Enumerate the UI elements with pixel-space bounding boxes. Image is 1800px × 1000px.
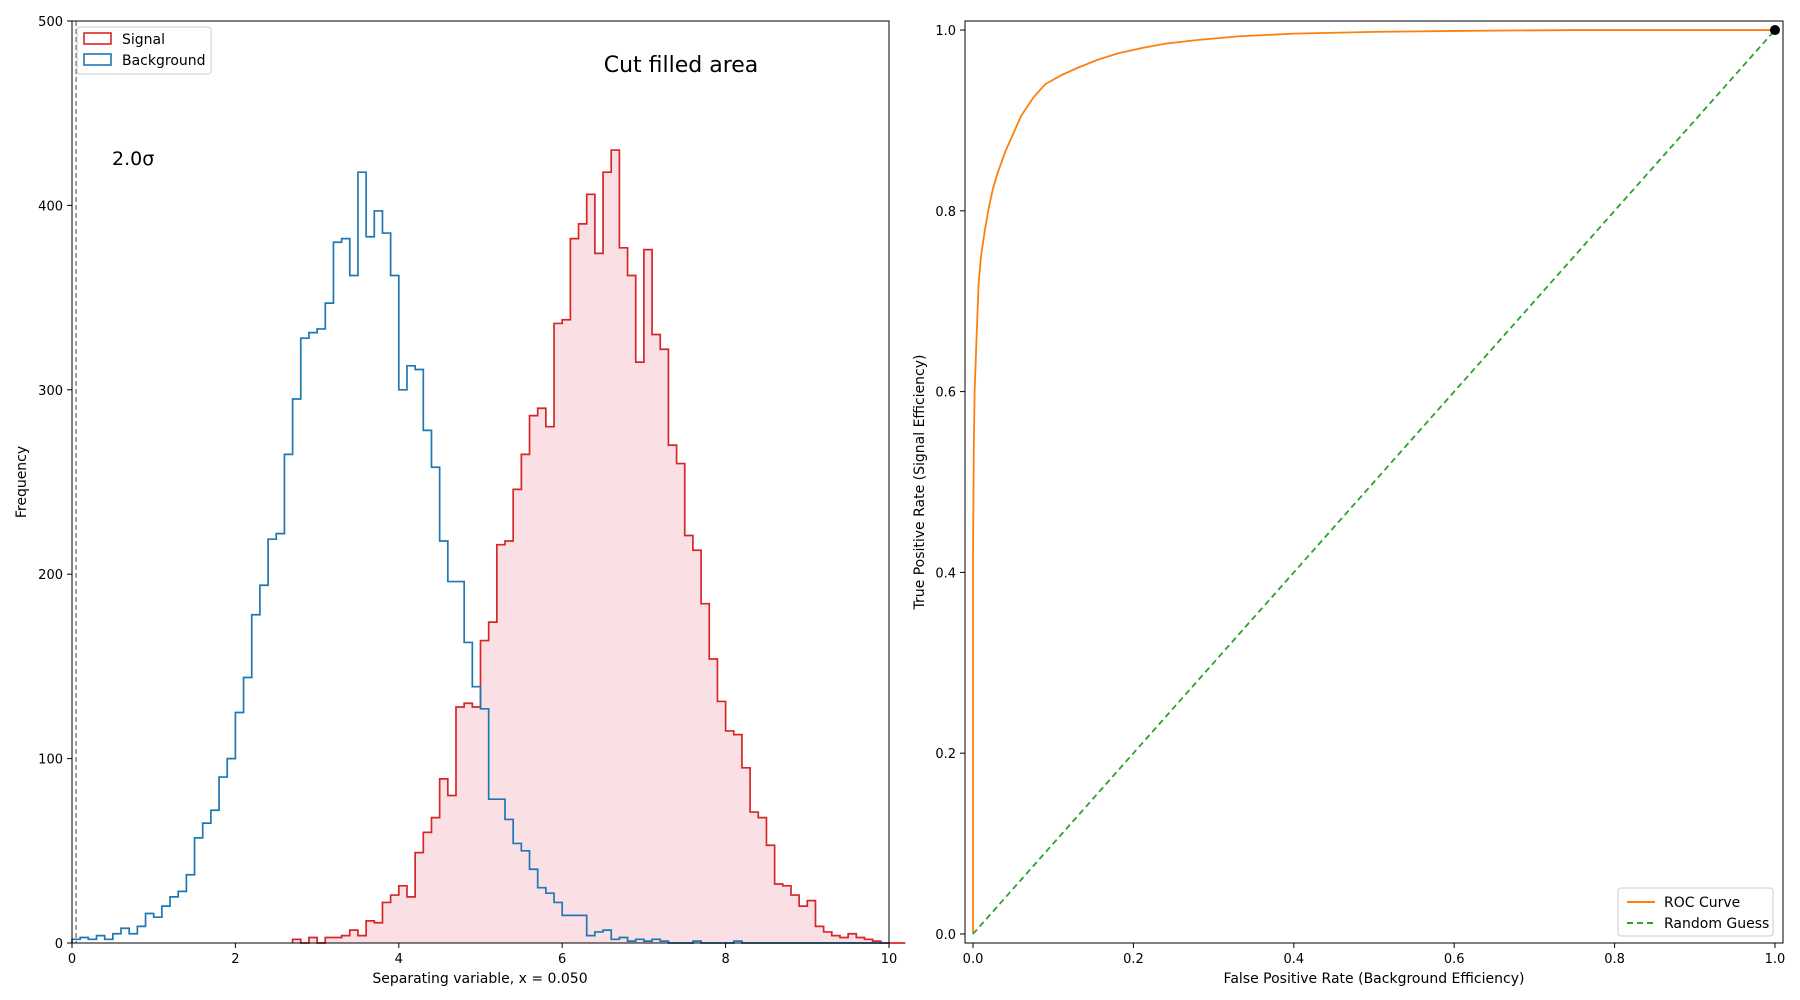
roc-x-tick-label: 0.0 — [963, 952, 984, 967]
roc-x-tick-label: 0.6 — [1444, 952, 1465, 967]
histogram-x-tick-label: 6 — [558, 952, 566, 967]
roc-y-tick-label: 0.8 — [935, 205, 956, 220]
histogram-plot-area — [71, 21, 906, 944]
roc-legend-box — [1617, 887, 1774, 937]
roc-y-tick-label: 1.0 — [935, 24, 956, 39]
histogram-x-label: Separating variable, x = 0.050 — [372, 971, 587, 987]
roc-y-label: True Positive Rate (Signal Efficiency) — [912, 355, 928, 611]
histogram-frame — [71, 20, 890, 944]
cut-filled-area-annotation: Cut filled area — [604, 53, 759, 78]
roc-x-label: False Positive Rate (Background Efficien… — [1224, 971, 1525, 987]
histogram-legend: Signal Background — [76, 26, 212, 75]
roc-curve-line — [972, 29, 1775, 934]
roc-axes: 0.0 0.2 0.4 0.6 0.8 1.0 0.0 0.2 0.4 0.6 0.8 1.0 — [935, 24, 1785, 967]
roc-legend: ROC Curve Random Guess — [1617, 887, 1774, 937]
legend-background-swatch — [83, 53, 112, 66]
legend-background-label: Background — [122, 53, 206, 69]
roc-panel: 0.0 0.2 0.4 0.6 0.8 1.0 0.0 0.2 0.4 0.6 0.8 1.0 Fal… — [912, 20, 1785, 987]
signal-histogram-series — [291, 149, 906, 944]
random-guess-line — [972, 29, 1776, 935]
histogram-y-tick-label: 100 — [38, 753, 63, 768]
histogram-y-label: Frequency — [14, 446, 30, 518]
legend-signal-swatch — [83, 32, 112, 45]
histogram-x-tick-label: 10 — [881, 952, 898, 967]
roc-x-tick-label: 0.2 — [1123, 952, 1144, 967]
roc-y-tick-label: 0.6 — [935, 386, 956, 401]
roc-y-tick-label: 0.0 — [935, 928, 956, 943]
roc-x-tick-label: 0.4 — [1283, 952, 1304, 967]
roc-x-tick-label: 0.8 — [1604, 952, 1625, 967]
histogram-x-tick-label: 0 — [68, 952, 76, 967]
roc-x-tick-label: 1.0 — [1765, 952, 1786, 967]
legend-signal-label: Signal — [122, 32, 165, 48]
histogram-y-tick-label: 300 — [38, 384, 63, 399]
signal-filled-area — [292, 150, 906, 943]
sigma-annotation: 2.0σ — [112, 148, 154, 170]
histogram-x-tick-label: 4 — [395, 952, 403, 967]
histogram-y-tick-label: 400 — [38, 199, 63, 214]
roc-y-tick-label: 0.2 — [935, 747, 956, 762]
roc-plot-area — [972, 25, 1780, 935]
legend-random-label: Random Guess — [1664, 916, 1769, 932]
histogram-y-tick-label: 200 — [38, 568, 63, 583]
legend-roc-label: ROC Curve — [1664, 895, 1740, 911]
histogram-y-tick-label: 500 — [38, 15, 63, 30]
histogram-y-tick-label: 0 — [55, 937, 63, 952]
roc-y-tick-label: 0.4 — [935, 566, 956, 581]
roc-endpoint-marker — [1769, 25, 1780, 36]
roc-frame — [964, 20, 1784, 944]
histogram-x-tick-label: 2 — [231, 952, 239, 967]
histogram-x-tick-label: 8 — [721, 952, 729, 967]
